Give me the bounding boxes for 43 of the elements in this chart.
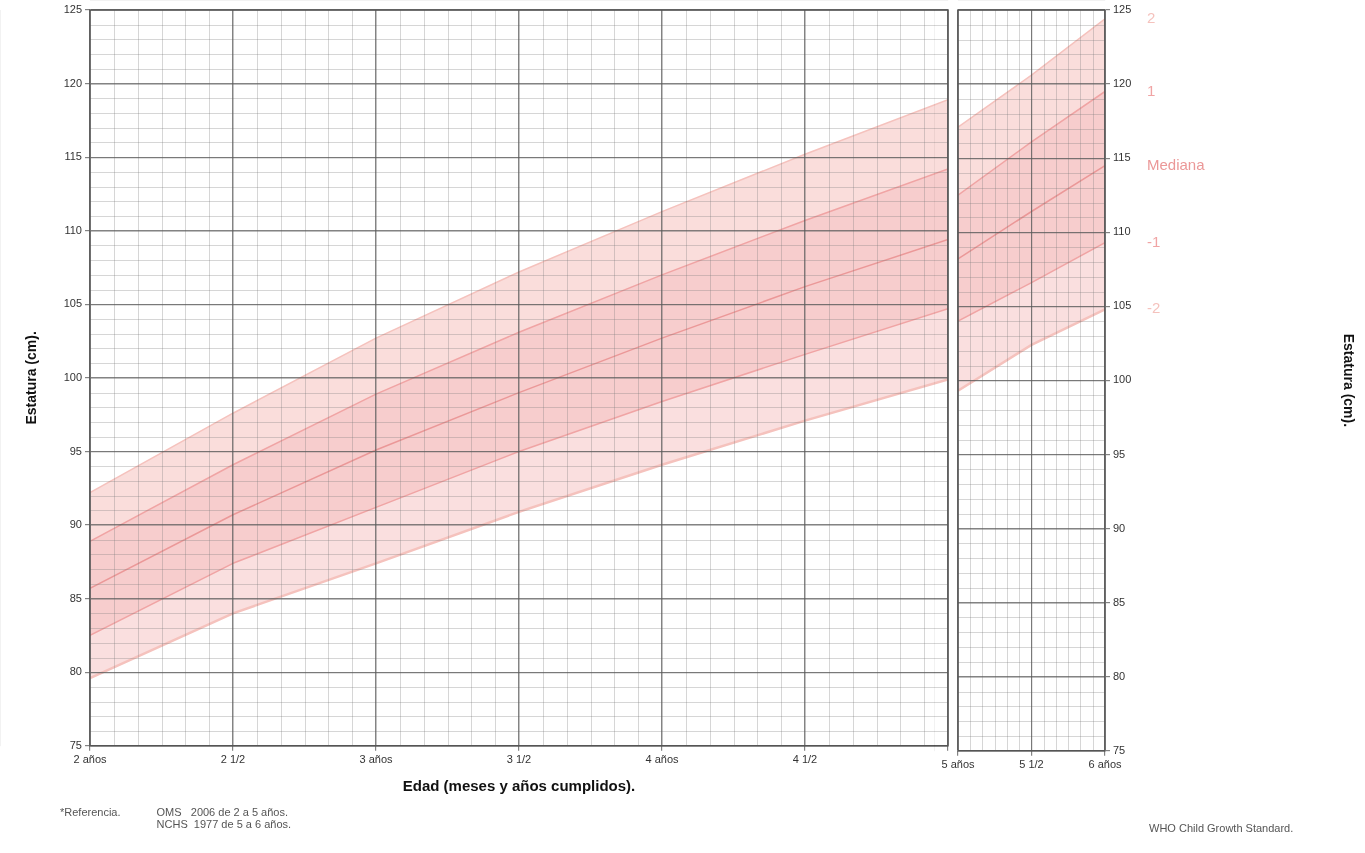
text: NCHS 1977 de 5 a 6 años.: [156, 818, 292, 830]
text: 2: [1147, 9, 1156, 27]
y-tick-label: 105: [63, 297, 82, 310]
y-tick-label: 95: [69, 444, 82, 457]
x-tick-label: 5 años: [941, 758, 976, 771]
x-axis-title: Edad (meses y años cumplidos).: [402, 777, 636, 795]
text: *Referencia.: [60, 806, 121, 820]
y-tick-label: 115: [1113, 151, 1131, 164]
y-tick-label: 110: [1113, 225, 1131, 238]
x-tick-label: 2 1/2: [220, 753, 246, 766]
x-tick-label: 3 años: [359, 753, 394, 766]
y-tick-label: 125: [63, 3, 82, 16]
text: -2: [1147, 299, 1161, 317]
x-tick-label: 3 1/2: [506, 753, 532, 766]
y-axis-title: Estatura (cm).: [1340, 333, 1357, 428]
y-tick-label: 120: [63, 76, 82, 89]
y-tick-label: 110: [64, 223, 82, 236]
y-tick-label: 85: [1113, 595, 1126, 608]
text: WHO Child Growth Standard.: [1149, 822, 1294, 834]
y-tick-label: 90: [69, 518, 82, 531]
text: Mediana: [1147, 155, 1206, 173]
y-tick-label: 90: [1113, 521, 1126, 534]
x-tick-label: 2 años: [73, 753, 108, 766]
y-tick-label: 80: [1113, 669, 1126, 682]
y-tick-label: 125: [1113, 3, 1132, 16]
y-tick-label: 105: [1113, 299, 1132, 312]
y-tick-label: 75: [69, 738, 82, 751]
y-tick-label: 85: [69, 591, 82, 604]
y-tick-label: 115: [64, 150, 82, 163]
x-tick-label: 4 1/2: [792, 753, 818, 766]
y-tick-label: 120: [1113, 77, 1132, 90]
y-tick-label: 95: [1113, 447, 1126, 460]
y-tick-label: 80: [69, 665, 82, 678]
x-tick-label: 4 años: [645, 753, 680, 766]
text: 1: [1147, 81, 1156, 99]
text: -1: [1147, 232, 1161, 250]
y-tick-label: 100: [63, 370, 82, 383]
y-tick-label: 100: [1113, 373, 1132, 386]
y-axis-title: Estatura (cm).: [23, 331, 40, 425]
x-tick-label: 6 años: [1088, 758, 1123, 771]
y-tick-label: 75: [1113, 743, 1126, 756]
text: OMS 2006 de 2 a 5 años.: [156, 806, 290, 818]
x-tick-label: 5 1/2: [1019, 758, 1044, 771]
